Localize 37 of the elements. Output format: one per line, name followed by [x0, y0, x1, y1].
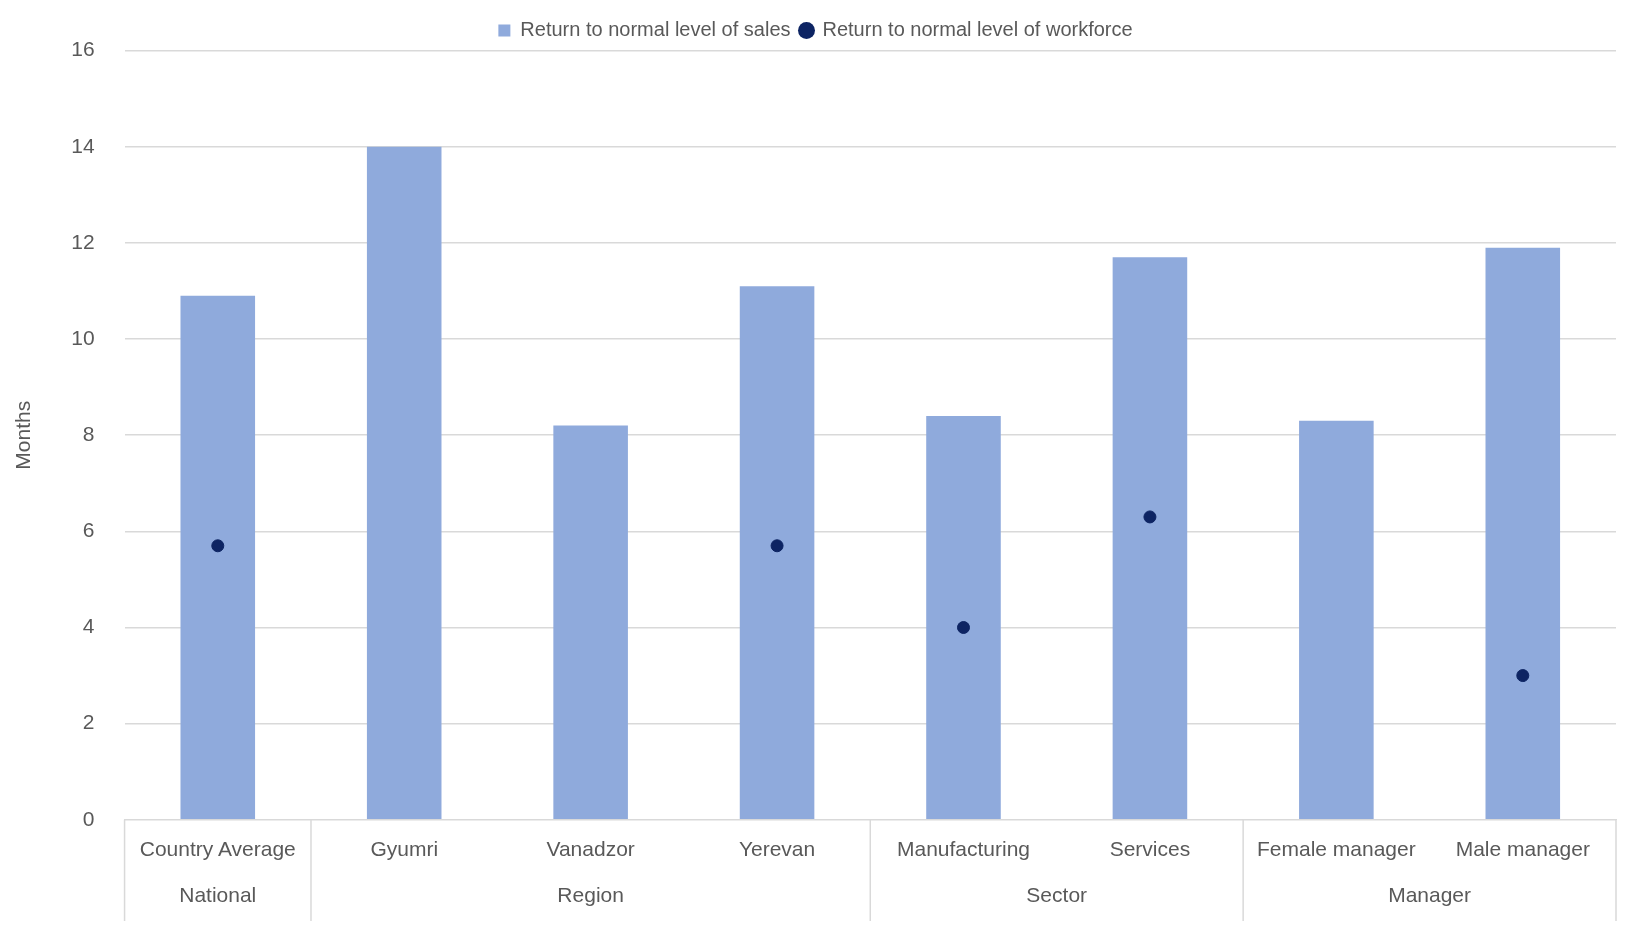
x-tick-label: Female manager	[1256, 837, 1416, 861]
x-tick-label: Male manager	[1455, 837, 1590, 861]
x-tick-label: Services	[1109, 837, 1191, 861]
bar	[1299, 420, 1374, 820]
x-tick-label: Manufacturing	[896, 837, 1031, 861]
y-tick-label: 14	[71, 133, 95, 157]
y-axis-title: Months	[11, 400, 35, 470]
y-tick-label: 10	[71, 325, 95, 349]
bar	[739, 286, 815, 820]
y-tick-label: 4	[82, 614, 95, 638]
point	[956, 621, 970, 634]
bar	[180, 295, 256, 820]
bar	[553, 425, 628, 820]
bar	[1112, 257, 1188, 820]
bar	[1485, 247, 1561, 820]
y-tick-label: 8	[82, 422, 95, 445]
y-tick-label: 16	[71, 37, 95, 61]
point	[1516, 669, 1530, 683]
x-tick-label: Vanadzor	[546, 837, 635, 861]
y-tick-label: 6	[82, 518, 95, 542]
x-tick-label: Yerevan	[738, 837, 816, 861]
point	[770, 539, 784, 553]
y-tick-label: 0	[82, 806, 95, 830]
bar	[926, 415, 1001, 820]
x-tick-label: Country Average	[139, 837, 296, 861]
y-tick-label: 12	[71, 229, 95, 253]
text: Region	[557, 882, 624, 906]
legend-label: Return to normal level of workforce	[822, 18, 1133, 41]
x-tick-label: Gyumri	[370, 837, 439, 861]
text: Sector	[1026, 882, 1088, 906]
text: National	[179, 882, 257, 906]
legend-label: Return to normal level of sales	[520, 18, 791, 41]
text: Manager	[1388, 882, 1472, 906]
point	[1143, 510, 1157, 524]
y-tick-label: 2	[82, 710, 95, 734]
bar	[366, 146, 442, 820]
point	[211, 539, 225, 553]
